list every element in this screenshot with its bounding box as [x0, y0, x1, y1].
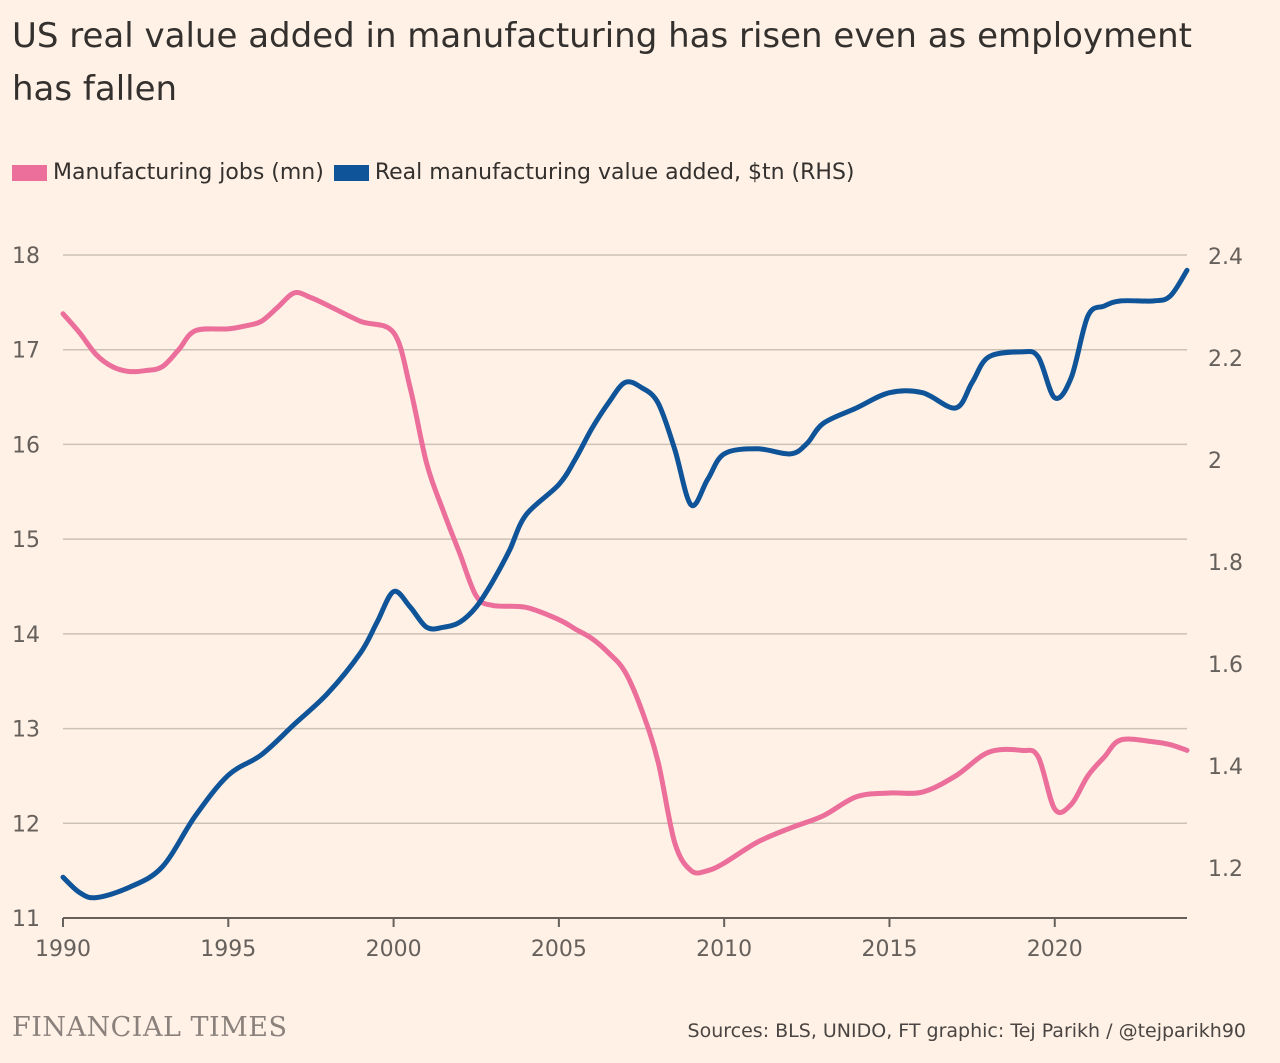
left-tick-label: 12	[12, 812, 40, 837]
left-axis-ticks: 11 12 13 14 15 16 17 18	[12, 244, 40, 932]
source-note: Sources: BLS, UNIDO, FT graphic: Tej Par…	[687, 1020, 1246, 1042]
left-tick-label: 11	[12, 907, 40, 932]
series-line-jobs	[60, 290, 1190, 876]
right-tick-label: 2	[1208, 449, 1222, 474]
legend-swatch-jobs	[12, 164, 47, 181]
x-tick-label: 2000	[366, 937, 422, 962]
x-tick-label: 2020	[1027, 937, 1083, 962]
chart-title: US real value added in manufacturing has…	[12, 16, 1192, 109]
series-line-value-added	[60, 267, 1190, 901]
x-tick-label: 2010	[696, 937, 752, 962]
left-tick-label: 14	[12, 623, 40, 648]
left-tick-label: 16	[12, 433, 40, 458]
right-tick-label: 1.2	[1208, 857, 1243, 882]
right-tick-label: 1.6	[1208, 653, 1243, 678]
legend-swatch-value	[333, 164, 369, 181]
left-tick-label: 18	[12, 244, 40, 269]
line-chart: 11 12 13 14 15 16 17 18 1.2 1.4 1.6 1.8 2 2.2 2.4 199…	[12, 244, 1243, 962]
x-tick-label: 1990	[35, 937, 91, 962]
ft-logo: FINANCIAL TIMES	[12, 1012, 288, 1043]
right-axis-ticks: 1.2 1.4 1.6 1.8 2 2.2 2.4	[1208, 245, 1243, 882]
legend-label-jobs: Manufacturing jobs (mn)	[53, 160, 324, 185]
right-tick-label: 1.4	[1208, 755, 1243, 780]
left-tick-label: 17	[12, 339, 40, 364]
left-tick-label: 13	[12, 718, 40, 743]
legend-item-value: Real manufacturing value added, $tn (RHS…	[333, 160, 855, 185]
left-tick-label: 15	[12, 528, 40, 553]
x-axis: 1990 1995 2000 2005 2010 2015 2020	[35, 917, 1187, 962]
right-tick-label: 2.2	[1208, 347, 1243, 372]
x-tick-label: 2005	[531, 937, 587, 962]
right-tick-label: 1.8	[1208, 551, 1243, 576]
right-tick-label: 2.4	[1208, 245, 1243, 270]
legend-label-value: Real manufacturing value added, $tn (RHS…	[374, 160, 855, 185]
x-tick-label: 1995	[200, 937, 256, 962]
x-tick-label: 2015	[861, 937, 917, 962]
legend-item-jobs: Manufacturing jobs (mn)	[12, 160, 324, 185]
gridlines	[63, 254, 1187, 825]
series	[60, 267, 1190, 901]
legend: Manufacturing jobs (mn) Real manufacturi…	[12, 160, 865, 185]
